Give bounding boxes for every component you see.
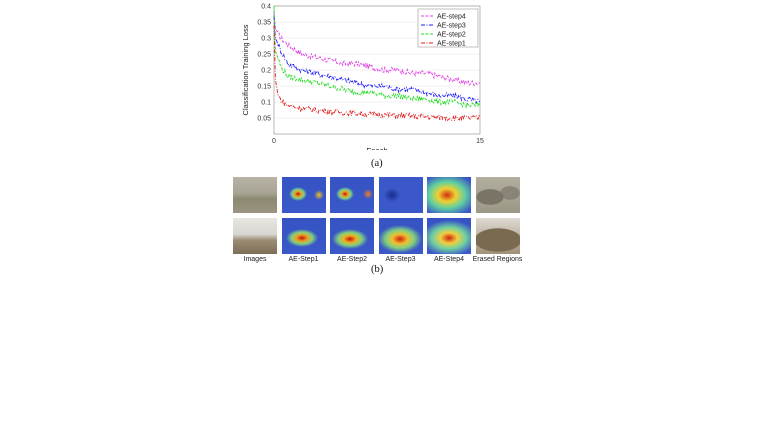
erased-regions-image-horse <box>475 177 520 213</box>
plot-frame <box>273 5 481 135</box>
column-label: Images <box>243 256 267 263</box>
y-tick-label: 0.15 <box>257 84 271 91</box>
x-tick-label: 15 <box>476 138 484 145</box>
activation-heatmap-horse <box>378 177 423 213</box>
caption-a: (a) <box>371 158 383 169</box>
y-tick-label: 0.25 <box>257 52 271 59</box>
legend-label: AE-step1 <box>437 41 466 48</box>
activation-heatmap-car <box>378 218 423 254</box>
input-image-horse <box>233 177 277 213</box>
column-label: AE-Step2 <box>337 256 367 263</box>
input-image-car <box>233 218 277 254</box>
column-label: AE-Step4 <box>434 256 464 263</box>
training-loss-chart: 0.05 0.1 0.15 0.2 0.25 0.3 0.35 0.4 0 15 Epoch Clas… <box>241 4 484 151</box>
erased-regions-image-car <box>475 218 520 254</box>
legend-box <box>417 8 479 48</box>
x-tick-label: 0 <box>272 138 276 145</box>
activation-heatmap-car <box>427 218 471 254</box>
caption-b: (b) <box>371 264 384 275</box>
y-tick-label: 0.1 <box>261 100 271 107</box>
series-line-ae-step4 <box>273 12 481 87</box>
x-axis-label: Epoch <box>366 146 387 150</box>
y-axis-label: Classification Training Loss <box>241 24 250 115</box>
activation-heatmap-car <box>330 218 374 254</box>
y-tick-label: 0.3 <box>261 36 271 43</box>
series-line-ae-step1 <box>273 25 481 122</box>
legend-label: AE-step2 <box>437 32 466 39</box>
y-tick-label: 0.05 <box>257 116 271 123</box>
legend-label: AE-step3 <box>437 23 466 30</box>
activation-heatmap-horse <box>281 177 326 213</box>
series-line-ae-step2 <box>273 5 481 109</box>
y-tick-label: 0.2 <box>261 68 271 75</box>
y-tick-label: 0.35 <box>257 20 271 27</box>
column-label: AE-Step1 <box>288 256 319 263</box>
series-line-ae-step3 <box>273 15 481 105</box>
y-tick-label: 0.4 <box>261 4 271 11</box>
activation-heatmap-horse <box>330 177 374 213</box>
legend-label: AE-step4 <box>437 14 466 21</box>
activation-heatmap-horse <box>427 177 471 213</box>
column-label: Erased Regions <box>472 256 523 263</box>
column-label: AE-Step3 <box>385 256 416 263</box>
activation-heatmap-car <box>281 218 326 254</box>
